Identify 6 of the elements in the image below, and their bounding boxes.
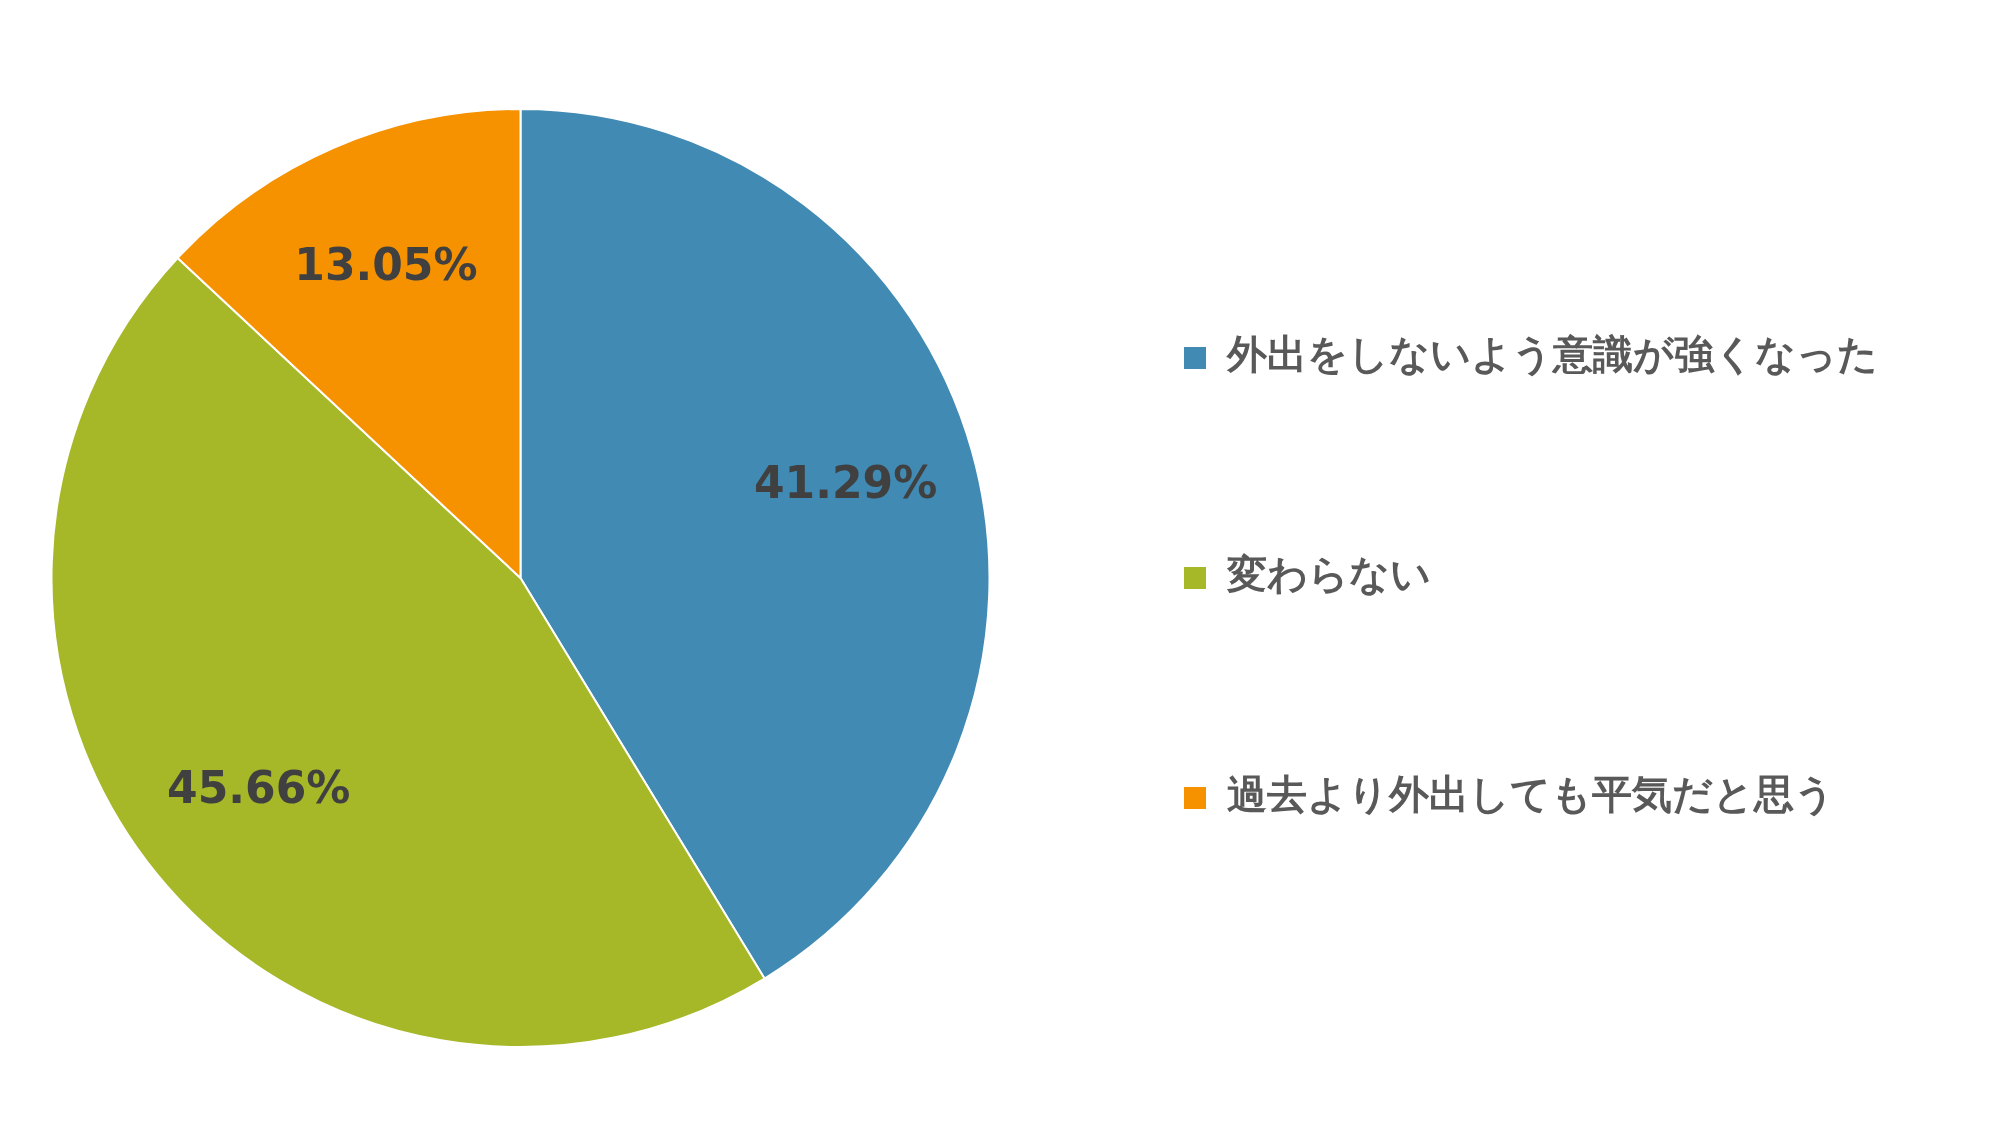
data-label: 45.66%	[167, 761, 351, 813]
legend-label: 変わらない	[1226, 551, 1431, 598]
legend-label: 外出をしないよう意識が強くなった	[1226, 331, 1878, 378]
legend-label: 過去より外出しても平気だと思う	[1227, 771, 1835, 818]
data-label: 41.29%	[753, 457, 938, 509]
data-label: 13.05%	[294, 238, 478, 290]
